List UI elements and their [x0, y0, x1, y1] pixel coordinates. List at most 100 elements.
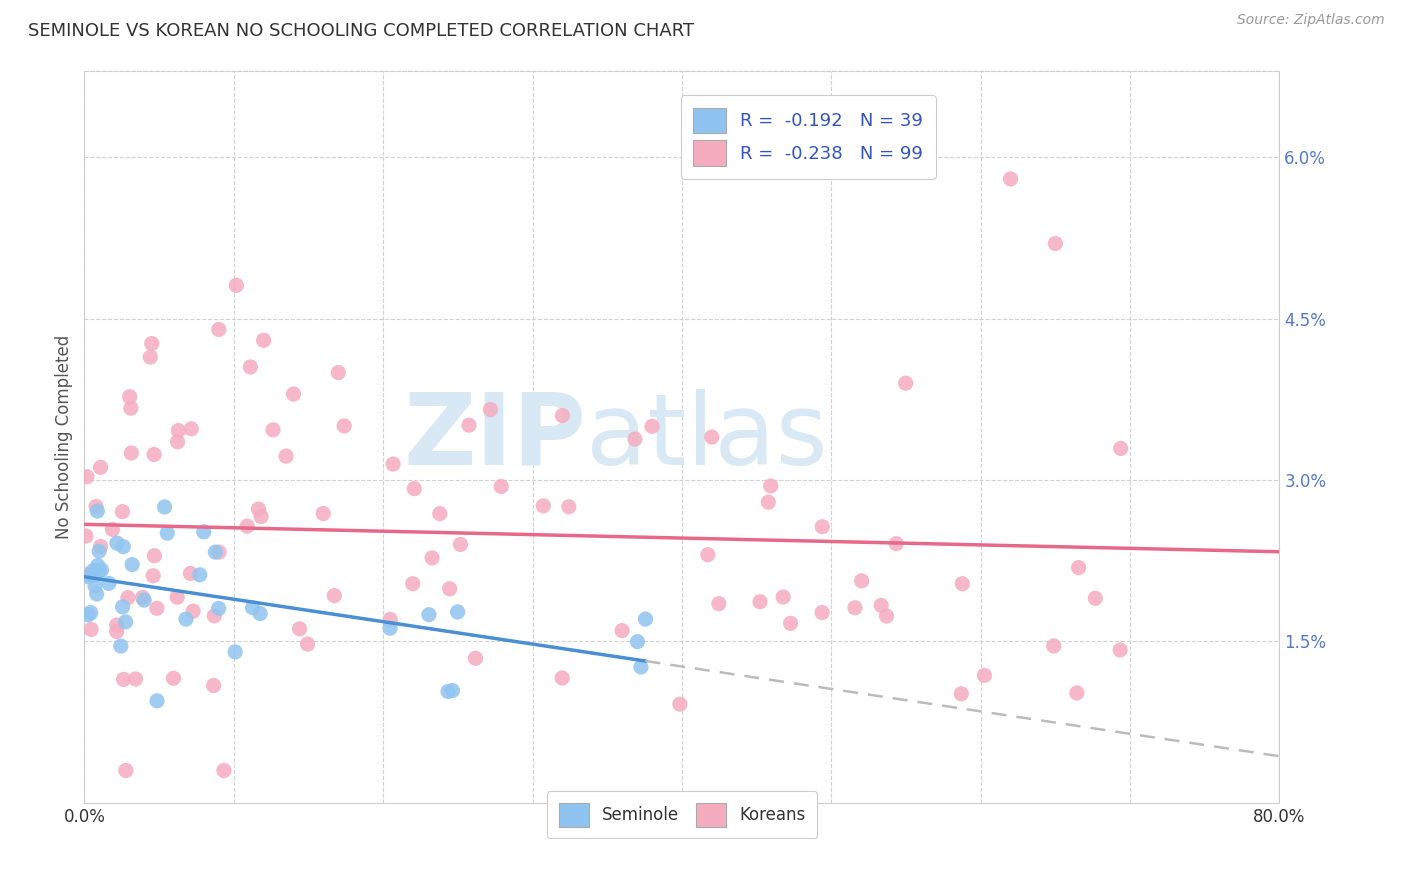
Point	[105, 624, 128, 639]
Point	[84, 500, 107, 514]
Point	[696, 548, 718, 562]
Point	[142, 568, 165, 582]
Point	[380, 612, 402, 626]
Point	[811, 606, 834, 620]
Point	[167, 424, 190, 438]
Point	[82, 564, 104, 578]
Point	[756, 495, 779, 509]
Point	[551, 409, 574, 423]
Point	[166, 434, 188, 449]
Point	[404, 482, 426, 496]
Point	[707, 597, 730, 611]
Point	[156, 526, 179, 541]
Point	[558, 500, 581, 514]
Point	[77, 607, 100, 622]
Point	[479, 402, 502, 417]
Point	[1045, 236, 1067, 251]
Point	[120, 446, 142, 460]
Point	[239, 359, 262, 374]
Point	[77, 569, 100, 583]
Point	[115, 764, 138, 778]
Point	[242, 600, 264, 615]
Point	[87, 558, 110, 573]
Point	[86, 504, 108, 518]
Point	[193, 524, 215, 539]
Point	[90, 563, 112, 577]
Point	[1109, 442, 1132, 456]
Point	[779, 616, 801, 631]
Point	[420, 551, 443, 566]
Point	[250, 509, 273, 524]
Point	[489, 479, 512, 493]
Point	[143, 447, 166, 461]
Point	[174, 612, 197, 626]
Point	[76, 567, 98, 582]
Point	[876, 609, 898, 624]
Point	[437, 684, 460, 698]
Point	[224, 645, 246, 659]
Point	[208, 322, 231, 336]
Point	[87, 544, 110, 558]
Point	[439, 582, 461, 596]
Point	[1109, 643, 1132, 657]
Point	[202, 608, 225, 623]
Point	[446, 605, 468, 619]
Point	[870, 599, 893, 613]
Point	[105, 618, 128, 632]
Point	[382, 457, 405, 471]
Point	[139, 350, 162, 364]
Point	[143, 549, 166, 563]
Point	[204, 545, 226, 559]
Point	[179, 566, 201, 581]
Point	[283, 387, 305, 401]
Point	[188, 567, 211, 582]
Point	[249, 607, 271, 621]
Point	[669, 697, 692, 711]
Point	[531, 499, 554, 513]
Point	[202, 679, 225, 693]
Text: ZIP: ZIP	[404, 389, 586, 485]
Point	[180, 422, 202, 436]
Point	[121, 558, 143, 572]
Point	[124, 672, 146, 686]
Point	[86, 587, 108, 601]
Text: Source: ZipAtlas.com: Source: ZipAtlas.com	[1237, 13, 1385, 28]
Point	[84, 579, 107, 593]
Point	[146, 601, 169, 615]
Point	[120, 401, 142, 416]
Point	[75, 529, 97, 543]
Point	[253, 333, 276, 347]
Point	[288, 622, 311, 636]
Point	[111, 505, 134, 519]
Point	[117, 591, 139, 605]
Point	[134, 593, 156, 607]
Point	[274, 449, 297, 463]
Point	[626, 634, 648, 648]
Point	[973, 668, 995, 682]
Point	[297, 637, 319, 651]
Point	[634, 612, 657, 626]
Point	[811, 519, 834, 533]
Point	[429, 507, 451, 521]
Point	[236, 519, 259, 533]
Point	[641, 419, 664, 434]
Point	[114, 615, 136, 629]
Point	[1084, 591, 1107, 606]
Point	[1067, 560, 1090, 574]
Point	[323, 589, 346, 603]
Point	[90, 540, 112, 554]
Y-axis label: No Schooling Completed: No Schooling Completed	[55, 335, 73, 539]
Point	[212, 764, 235, 778]
Point	[551, 671, 574, 685]
Point	[262, 423, 284, 437]
Point	[630, 660, 652, 674]
Point	[749, 595, 772, 609]
Point	[1042, 639, 1064, 653]
Point	[464, 651, 486, 665]
Point	[418, 607, 440, 622]
Point	[1000, 172, 1022, 186]
Point	[90, 460, 112, 475]
Point	[312, 507, 335, 521]
Text: SEMINOLE VS KOREAN NO SCHOOLING COMPLETED CORRELATION CHART: SEMINOLE VS KOREAN NO SCHOOLING COMPLETE…	[28, 22, 695, 40]
Point	[141, 336, 163, 351]
